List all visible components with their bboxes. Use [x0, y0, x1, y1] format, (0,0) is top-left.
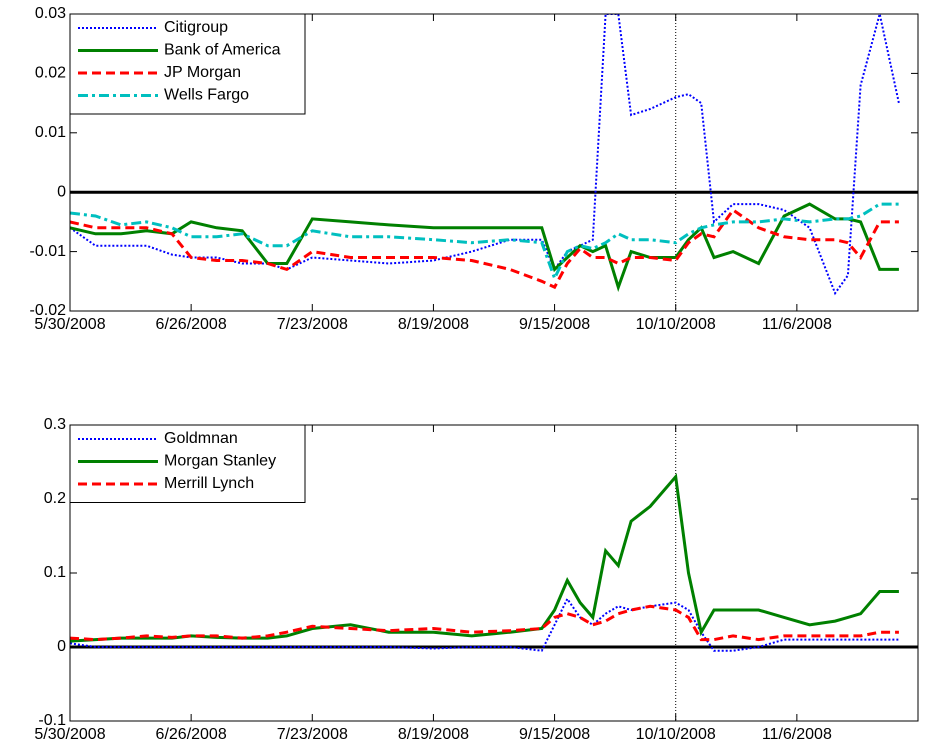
x-tick-label: 5/30/2008 [34, 726, 105, 743]
y-tick-label: -0.02 [30, 302, 67, 319]
x-tick-label: 6/26/2008 [156, 726, 227, 743]
x-tick-label: 10/10/2008 [636, 726, 716, 743]
axes-frame [69, 424, 919, 722]
x-tick-label: 9/15/2008 [519, 316, 590, 333]
legend-label: Morgan Stanley [164, 453, 276, 470]
x-tick-label: 7/23/2008 [277, 316, 348, 333]
x-tick-label: 6/26/2008 [156, 316, 227, 333]
plot-lines [70, 14, 918, 311]
y-tick-label: 0.1 [44, 564, 66, 581]
legend-label: Wells Fargo [164, 87, 249, 104]
y-tick-label: 0.01 [35, 124, 66, 141]
x-tick-label: 10/10/2008 [636, 316, 716, 333]
legend-label: Goldmnan [164, 430, 238, 447]
series-line [70, 604, 899, 642]
x-tick-label: 11/6/2008 [762, 726, 832, 743]
series-line [70, 473, 899, 643]
legend-label: Merrill Lynch [164, 475, 254, 492]
legend-label: JP Morgan [164, 64, 241, 81]
axes-frame [69, 13, 919, 312]
legend-label: Citigroup [164, 19, 228, 36]
y-tick-label: 0.3 [44, 416, 66, 433]
legend-box [69, 424, 306, 503]
x-tick-label: 8/19/2008 [398, 316, 469, 333]
legend-box [69, 13, 306, 115]
y-tick-label: -0.01 [30, 243, 67, 260]
series-line [70, 596, 899, 652]
y-tick-label: 0.02 [35, 65, 66, 82]
y-tick-label: 0.2 [44, 490, 66, 507]
y-tick-label: -0.1 [38, 712, 66, 729]
series-line [70, 202, 899, 292]
x-tick-label: 7/23/2008 [277, 726, 348, 743]
y-tick-label: 0 [57, 638, 66, 655]
y-tick-label: 0 [57, 183, 66, 200]
x-tick-label: 9/15/2008 [519, 726, 590, 743]
x-tick-label: 11/6/2008 [762, 316, 832, 333]
y-tick-label: 0.03 [35, 5, 66, 22]
x-tick-label: 5/30/2008 [34, 316, 105, 333]
plot-lines [70, 425, 918, 721]
legend-label: Bank of America [164, 42, 281, 59]
x-tick-label: 8/19/2008 [398, 726, 469, 743]
series-line [70, 202, 899, 283]
